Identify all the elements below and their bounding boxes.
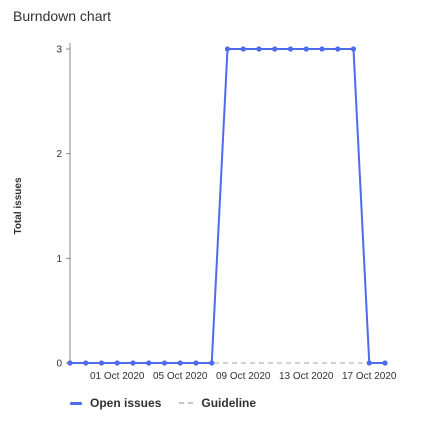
data-point	[382, 360, 388, 366]
data-point	[335, 46, 341, 52]
y-tick-label: 3	[56, 45, 62, 56]
y-tick-label: 0	[56, 359, 62, 370]
chart-legend: Open issues Guideline	[70, 396, 256, 410]
x-tick-label: 05 Oct 2020	[153, 371, 208, 382]
data-point	[98, 360, 105, 366]
y-axis-label: Total issues	[13, 177, 24, 234]
y-tick-label: 2	[56, 149, 62, 160]
data-point	[240, 46, 246, 52]
data-point	[161, 360, 168, 366]
widget-title: Burndown chart	[13, 8, 112, 24]
data-point	[303, 46, 309, 52]
data-point	[319, 46, 325, 52]
x-tick-label: 17 Oct 2020	[342, 371, 397, 382]
x-ticks: 01 Oct 2020 05 Oct 2020 09 Oct 2020 13 Oct …	[90, 371, 397, 382]
data-point	[193, 360, 199, 366]
x-tick-label: 09 Oct 2020	[216, 371, 271, 382]
open-issues-series	[70, 48, 385, 364]
legend-label-guideline: Guideline	[201, 396, 257, 410]
legend-item-open-issues[interactable]: Open issues	[70, 396, 161, 410]
data-point	[272, 46, 278, 52]
data-point	[287, 46, 294, 52]
x-tick-label: 01 Oct 2020	[90, 371, 145, 382]
data-point	[83, 360, 89, 366]
data-point	[256, 46, 262, 52]
data-point	[209, 360, 215, 366]
guideline-swatch	[179, 402, 194, 404]
open-issues-points	[67, 46, 388, 366]
data-point	[366, 360, 372, 366]
legend-label-open-issues: Open issues	[90, 396, 162, 410]
open-issues-swatch	[70, 401, 82, 405]
y-ticks: 0 1 2 3	[56, 45, 70, 370]
x-tick-label: 13 Oct 2020	[279, 371, 334, 382]
y-tick-label: 1	[56, 254, 62, 265]
data-point	[67, 360, 73, 366]
data-point	[350, 46, 357, 52]
data-point	[130, 360, 136, 366]
burndown-chart: 0 1 2 3 01 Oct 2020 05 Oct 2020 09 Oct 2020 13…	[13, 43, 397, 382]
data-point	[224, 46, 231, 52]
data-point	[177, 360, 183, 366]
open-issues-line	[70, 48, 385, 364]
data-point	[146, 360, 152, 366]
data-point	[114, 360, 120, 366]
legend-item-guideline[interactable]: Guideline	[179, 396, 256, 410]
